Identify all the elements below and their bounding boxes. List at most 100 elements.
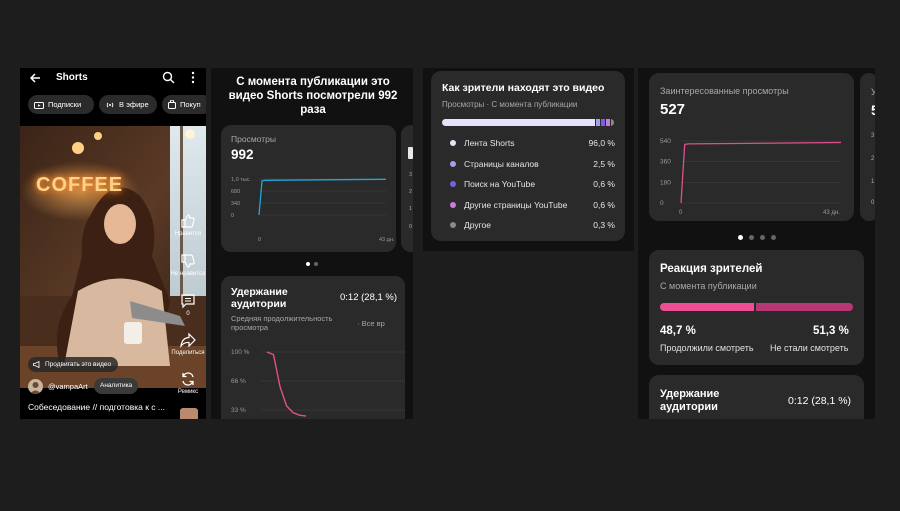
retention-title: Удержание аудитории xyxy=(660,388,720,413)
engaged-views-card[interactable]: Заинтересованные просмотры 527 540 360 180… xyxy=(649,73,854,221)
chip-live[interactable]: В эфире xyxy=(99,95,157,114)
x-tick-end: 43 дн. xyxy=(379,237,395,243)
y-tick-label: 100 % xyxy=(231,349,250,356)
next-card-label: У xyxy=(871,87,875,97)
legend-dot xyxy=(450,222,456,229)
dot[interactable] xyxy=(749,235,754,240)
video-frame[interactable]: COFFEE xyxy=(20,126,206,388)
retention-card[interactable]: Удержание аудитории 0:12 (28,1 %) xyxy=(649,375,864,419)
traffic-bar-segment xyxy=(605,119,610,126)
retention-series-line xyxy=(266,351,307,417)
traffic-source-pct: 2,5 % xyxy=(593,158,615,169)
thumb-up-icon xyxy=(181,214,195,228)
engaged-chart: 540 360 180 0 0 43 дн. xyxy=(660,138,842,216)
traffic-stacked-bar xyxy=(442,119,614,126)
dot-active[interactable] xyxy=(306,262,310,266)
views-panel: С момента публикации это видео Shorts по… xyxy=(211,68,413,419)
back-arrow-icon[interactable] xyxy=(28,71,42,90)
y-tick-label: 180 xyxy=(660,179,671,186)
traffic-source-label: Другое xyxy=(464,220,492,231)
dot[interactable] xyxy=(314,262,318,266)
traffic-sources-card[interactable]: Как зрители находят это видео Просмотры … xyxy=(431,71,625,241)
page-title: Shorts xyxy=(56,72,88,83)
next-card-tick: 0 xyxy=(409,224,413,230)
retention-value: 0:12 (28,1 %) xyxy=(788,395,852,407)
promote-button[interactable]: Продвигать это видео xyxy=(28,357,119,372)
traffic-source-pct: 96,0 % xyxy=(588,138,615,148)
traffic-source-row[interactable]: Поиск на YouTube 0,6 % xyxy=(450,177,615,191)
retention-subtitle: Средняя продолжительность просмотра xyxy=(231,314,333,332)
engaged-series-line xyxy=(680,141,842,204)
like-button[interactable]: Нравится xyxy=(170,213,206,237)
retention-card[interactable]: Удержание аудитории 0:12 (28,1 %) Средня… xyxy=(221,276,405,419)
chip-shopping[interactable]: Покуп xyxy=(162,95,206,114)
avatar[interactable] xyxy=(28,379,43,394)
coffee-sign: COFFEE xyxy=(36,174,124,196)
dot[interactable] xyxy=(771,235,776,240)
engaged-label: Заинтересованные просмотры xyxy=(660,86,789,96)
next-card-tick: 2 xyxy=(871,156,875,162)
remix-label: Ремикс xyxy=(177,389,199,395)
traffic-bar-segment xyxy=(596,119,601,126)
traffic-subtitle: Просмотры · С момента публикации xyxy=(442,100,578,109)
comments-button[interactable]: 0 xyxy=(170,293,206,317)
sound-thumbnail[interactable] xyxy=(180,408,198,419)
video-title[interactable]: Собеседование // подготовка к с ... xyxy=(28,402,165,412)
subscriptions-icon xyxy=(34,101,44,109)
dislike-button[interactable]: Не нравится xyxy=(170,253,206,277)
traffic-source-row[interactable]: Лента Shorts 96,0 % xyxy=(450,136,615,150)
views-label: Просмотры xyxy=(231,134,276,144)
y-tick-label: 360 xyxy=(660,159,671,166)
traffic-source-row[interactable]: Другие страницы YouTube 0,6 % xyxy=(450,198,615,212)
dot-active[interactable] xyxy=(738,235,743,240)
views-headline: С момента публикации это видео Shorts по… xyxy=(228,76,398,116)
dot[interactable] xyxy=(760,235,765,240)
remix-icon xyxy=(182,372,194,386)
more-vertical-icon[interactable] xyxy=(190,71,196,89)
next-card-preview[interactable]: 3 2 1 0 xyxy=(401,125,413,252)
comment-icon xyxy=(181,294,195,309)
next-card-value: 5 xyxy=(871,102,875,118)
views-card[interactable]: Просмотры 992 1,0 тыс. 680 340 0 0 43 дн. xyxy=(221,125,396,252)
like-label: Нравится xyxy=(174,231,202,237)
next-card-tick: 3 xyxy=(409,172,413,178)
y-tick-label: 1,0 тыс. xyxy=(231,177,251,183)
traffic-bar-segment xyxy=(610,119,614,126)
x-tick-start: 0 xyxy=(679,210,683,216)
thumb-down-icon xyxy=(181,254,195,268)
traffic-sources-panel: Как зрители находят это видео Просмотры … xyxy=(423,68,634,251)
dislike-label: Не нравится xyxy=(170,271,206,277)
next-card-tick: 3 xyxy=(871,133,875,139)
reaction-title: Реакция зрителей xyxy=(660,263,763,275)
legend-dot xyxy=(450,160,456,167)
engaged-panel: Заинтересованные просмотры 527 540 360 180… xyxy=(638,68,875,419)
traffic-source-row[interactable]: Страницы каналов 2,5 % xyxy=(450,157,615,171)
engaged-value: 527 xyxy=(660,101,686,118)
reaction-bar-continued xyxy=(660,303,754,311)
views-chart: 1,0 тыс. 680 340 0 0 43 дн. xyxy=(231,177,395,243)
y-tick-label: 0 xyxy=(231,213,234,219)
retention-chart: 100 % 66 % 33 % xyxy=(231,349,405,417)
x-tick-start: 0 xyxy=(258,237,261,243)
live-broadcast-icon xyxy=(106,102,114,107)
retention-filter[interactable]: · Все вр xyxy=(357,319,385,328)
chip-label: Подписки xyxy=(48,100,82,109)
traffic-bar-segment xyxy=(601,119,605,126)
retention-filter-label: Все вр xyxy=(361,319,385,328)
chip-subscriptions[interactable]: Подписки xyxy=(28,95,94,114)
channel-name[interactable]: @vampaArt xyxy=(48,382,88,391)
analytics-button[interactable]: Аналитика xyxy=(94,378,139,394)
traffic-source-row[interactable]: Другое 0,3 % xyxy=(450,218,615,232)
comments-count: 0 xyxy=(186,311,190,317)
megaphone-icon xyxy=(33,361,40,368)
reaction-bar-stopped xyxy=(755,303,853,311)
search-icon[interactable] xyxy=(162,71,175,89)
truncated-value xyxy=(408,147,413,159)
reaction-card[interactable]: Реакция зрителей С момента публикации 48… xyxy=(649,250,864,365)
remix-button[interactable]: Ремикс xyxy=(170,371,206,395)
traffic-source-label: Страницы каналов xyxy=(464,158,539,169)
next-card-preview[interactable]: У 5 3 2 1 0 xyxy=(860,73,875,221)
traffic-bar-segment xyxy=(442,119,596,126)
share-button[interactable]: Поделиться xyxy=(170,332,206,356)
legend-dot xyxy=(450,181,456,188)
